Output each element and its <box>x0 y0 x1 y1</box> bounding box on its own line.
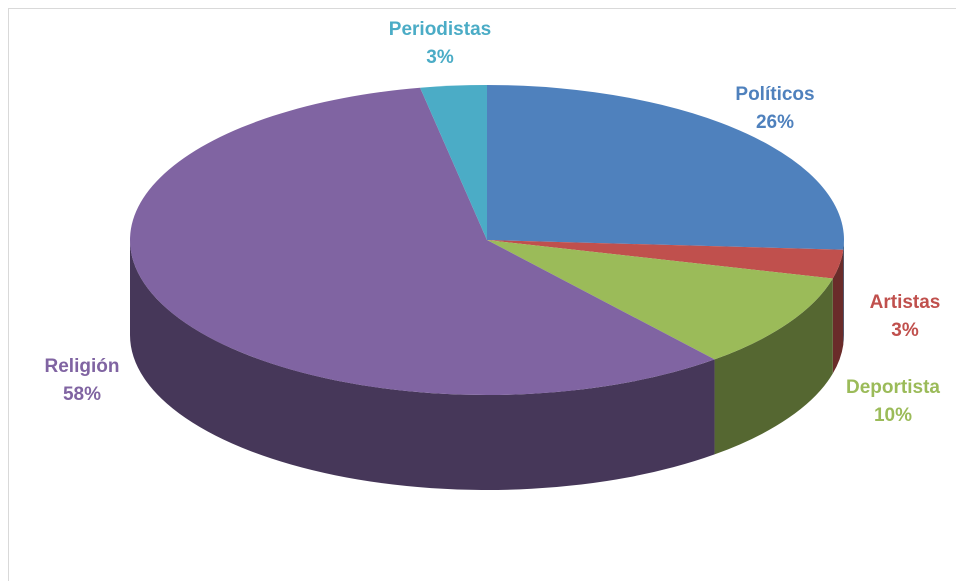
slice-label: Deportista <box>846 377 940 398</box>
slice <box>487 240 844 279</box>
slice-label: Periodistas <box>389 19 491 40</box>
slice-value-label: 26% <box>756 112 794 133</box>
side-walls <box>130 240 844 490</box>
slice-label: Artistas <box>870 292 941 313</box>
slice-value-label: 10% <box>874 405 912 426</box>
slice-label: Religión <box>45 356 120 377</box>
slice-label: Políticos <box>735 84 814 105</box>
slice <box>420 85 487 240</box>
slice-side <box>843 240 844 345</box>
slice <box>487 85 844 250</box>
slice <box>130 87 715 395</box>
slice-side <box>130 240 715 490</box>
slice-value-label: 58% <box>63 384 101 405</box>
slice-value-label: 3% <box>891 320 919 341</box>
slice-value-label: 3% <box>426 47 454 68</box>
slice-side <box>832 249 844 374</box>
slice <box>487 240 833 360</box>
slice-side <box>714 278 833 455</box>
top-faces <box>130 85 844 395</box>
